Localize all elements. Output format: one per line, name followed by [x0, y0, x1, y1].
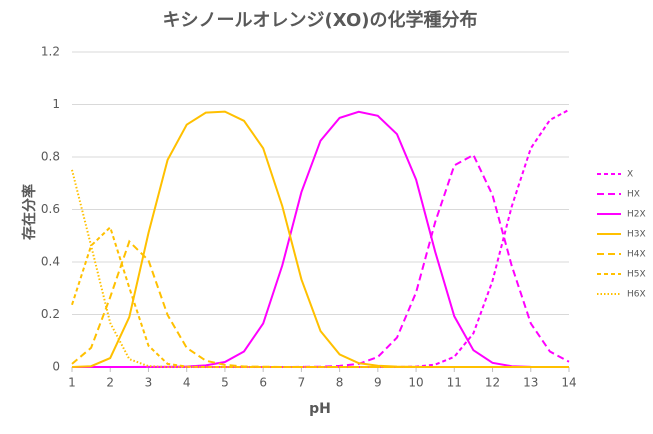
y-tick-label: 0.2: [41, 307, 60, 321]
chart-title: キシノールオレンジ(XO)の化学種分布: [163, 9, 478, 31]
x-axis-title: pH: [309, 401, 331, 417]
x-tick-label: 7: [298, 376, 306, 390]
x-tick-label: 2: [106, 376, 114, 390]
x-tick-label: 8: [336, 376, 344, 390]
y-tick-label: 1: [52, 97, 60, 111]
y-tick-label: 0.6: [41, 202, 60, 216]
series-line: [71, 169, 569, 368]
series-line: [71, 225, 569, 368]
legend-label: H6X: [627, 290, 646, 300]
y-tick-label: 1.2: [41, 45, 60, 59]
x-tick-label: 12: [485, 376, 500, 390]
x-tick-label: 4: [183, 376, 191, 390]
x-tick-label: 9: [374, 376, 382, 390]
legend-label: HX: [627, 190, 640, 200]
x-tick-label: 3: [145, 376, 153, 390]
y-tick-label: 0: [52, 360, 60, 374]
x-tick-label: 10: [408, 376, 423, 390]
y-tick-label: 0.4: [41, 255, 60, 269]
x-tick-label: 1: [68, 376, 76, 390]
x-tick-label: 14: [561, 376, 576, 390]
x-tick-label: 13: [523, 376, 538, 390]
legend-label: H3X: [627, 230, 646, 240]
legend-label: H2X: [627, 210, 646, 220]
x-tick-label: 5: [221, 376, 229, 390]
y-tick-label: 0.8: [41, 150, 60, 164]
legend-label: H5X: [627, 270, 646, 280]
legend-label: X: [627, 170, 633, 180]
x-tick-label: 6: [259, 376, 267, 390]
y-axis-title: 存在分率: [21, 184, 38, 240]
x-tick-label: 11: [447, 376, 462, 390]
legend-label: H4X: [627, 250, 646, 260]
